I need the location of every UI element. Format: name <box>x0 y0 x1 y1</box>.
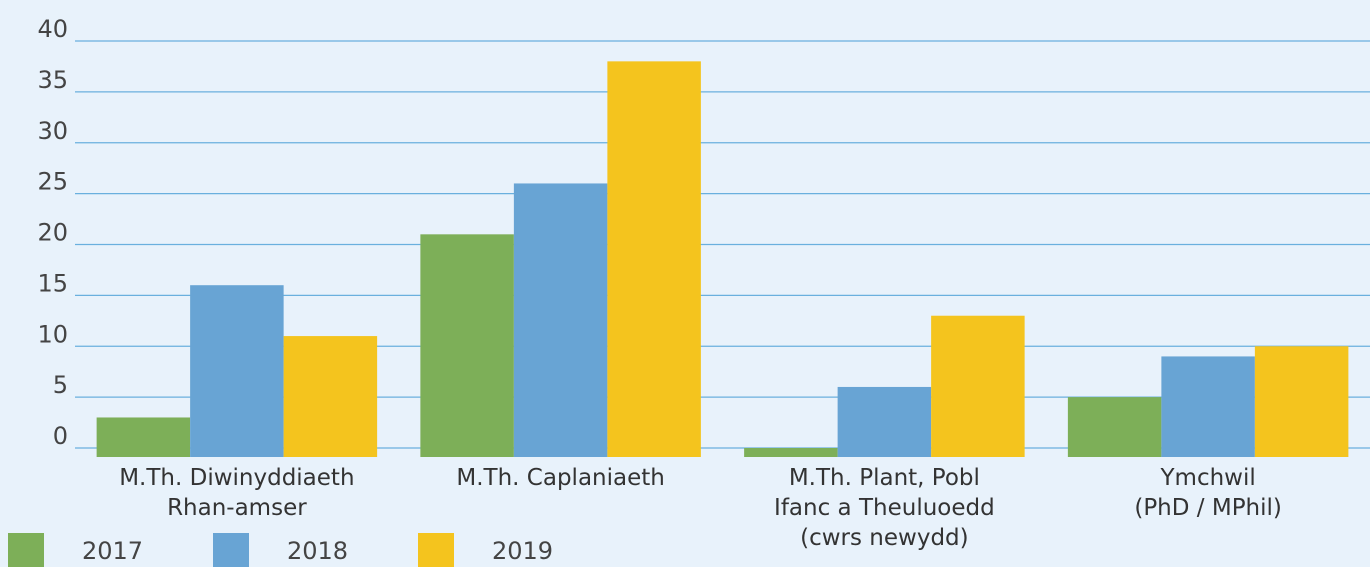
y-tick-label: 35 <box>37 66 68 94</box>
bar <box>513 183 608 457</box>
x-tick-label: M.Th. Caplaniaeth <box>456 465 664 491</box>
y-tick-label: 5 <box>53 371 68 399</box>
y-tick-label: 20 <box>37 219 68 247</box>
x-tick-label: M.Th. Plant, Pobl <box>789 465 980 491</box>
y-tick-label: 0 <box>53 422 68 450</box>
bar <box>1254 346 1349 457</box>
legend-swatch <box>418 533 454 567</box>
x-tick-label: Ifanc a Theuluoedd <box>774 495 995 521</box>
legend-swatch <box>213 533 249 567</box>
bar <box>1161 356 1255 457</box>
legend-label: 2019 <box>492 537 553 565</box>
legend-label: 2018 <box>287 537 348 565</box>
bar <box>744 448 838 457</box>
bar <box>837 386 932 457</box>
bar <box>96 417 191 457</box>
x-tick-label: (cwrs newydd) <box>800 525 969 551</box>
y-tick-label: 30 <box>37 117 68 145</box>
bar <box>420 234 514 457</box>
bar <box>1067 397 1162 457</box>
x-tick-label: M.Th. Diwinyddiaeth <box>119 465 354 491</box>
bar <box>607 61 701 457</box>
x-tick-label: Rhan-amser <box>167 495 307 521</box>
bar <box>190 285 284 457</box>
x-tick-label: (PhD / MPhil) <box>1134 495 1282 521</box>
y-tick-label: 15 <box>37 269 68 297</box>
legend-swatch <box>8 533 44 567</box>
y-tick-label: 10 <box>37 320 68 348</box>
y-tick-label: 40 <box>37 15 68 43</box>
y-tick-label: 25 <box>37 168 68 196</box>
x-tick-label: Ymchwil <box>1159 465 1255 491</box>
legend-label: 2017 <box>82 537 143 565</box>
bar <box>931 315 1025 457</box>
bar <box>283 336 378 457</box>
